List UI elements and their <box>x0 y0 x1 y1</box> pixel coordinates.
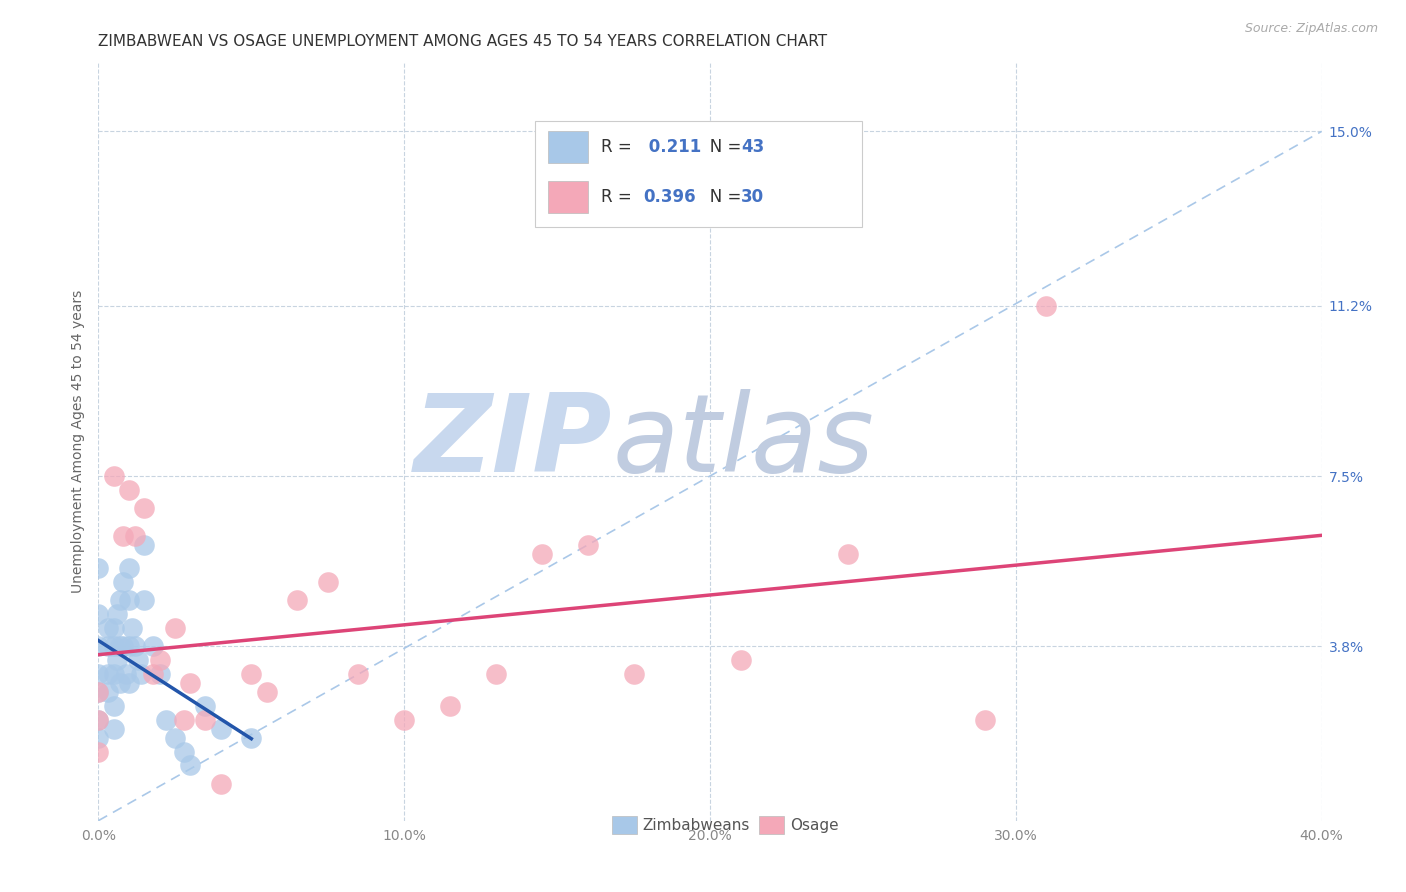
Point <box>87 731 110 745</box>
Point <box>179 758 201 772</box>
Point <box>105 607 128 621</box>
Text: 0.211: 0.211 <box>643 138 702 156</box>
Point <box>103 469 125 483</box>
Point <box>97 666 120 681</box>
Point <box>118 561 141 575</box>
Point <box>530 547 553 561</box>
Point <box>111 529 134 543</box>
Point <box>163 731 186 745</box>
Point <box>118 675 141 690</box>
Point <box>87 639 110 653</box>
Point <box>163 621 186 635</box>
Point <box>103 666 125 681</box>
Point <box>240 666 263 681</box>
Point <box>97 621 120 635</box>
Point <box>209 777 232 791</box>
Point <box>142 666 165 681</box>
Text: Osage: Osage <box>790 818 838 832</box>
Point <box>129 666 152 681</box>
Point <box>347 666 370 681</box>
Point <box>111 639 134 653</box>
Point <box>111 574 134 589</box>
Point <box>118 483 141 497</box>
Point <box>1035 299 1057 313</box>
Text: N =: N = <box>693 188 747 206</box>
Point <box>108 675 131 690</box>
Text: ZIMBABWEAN VS OSAGE UNEMPLOYMENT AMONG AGES 45 TO 54 YEARS CORRELATION CHART: ZIMBABWEAN VS OSAGE UNEMPLOYMENT AMONG A… <box>98 34 828 49</box>
Point <box>730 653 752 667</box>
Point <box>87 685 110 699</box>
Point <box>134 501 156 516</box>
Point <box>103 639 125 653</box>
Text: atlas: atlas <box>612 389 875 494</box>
Text: 30: 30 <box>741 188 765 206</box>
Point <box>87 685 110 699</box>
Point <box>209 722 232 736</box>
Point <box>173 713 195 727</box>
Point <box>87 561 110 575</box>
Point <box>124 639 146 653</box>
Point <box>194 713 217 727</box>
Point <box>179 675 201 690</box>
Point <box>97 639 120 653</box>
Point <box>134 593 156 607</box>
Point <box>149 666 172 681</box>
Point <box>974 713 997 727</box>
Point <box>392 713 416 727</box>
Y-axis label: Unemployment Among Ages 45 to 54 years: Unemployment Among Ages 45 to 54 years <box>70 290 84 593</box>
Text: 43: 43 <box>741 138 765 156</box>
Point <box>87 713 110 727</box>
Point <box>87 713 110 727</box>
Point <box>155 713 177 727</box>
Point <box>576 538 599 552</box>
Point <box>87 607 110 621</box>
Point <box>108 639 131 653</box>
Point <box>142 639 165 653</box>
Point <box>118 639 141 653</box>
Point <box>173 745 195 759</box>
Text: 0.396: 0.396 <box>643 188 696 206</box>
Point <box>105 653 128 667</box>
Point <box>149 653 172 667</box>
Point <box>118 593 141 607</box>
Point <box>485 666 508 681</box>
Point <box>115 666 138 681</box>
Point <box>127 653 149 667</box>
Point <box>87 666 110 681</box>
Point <box>108 593 131 607</box>
Point <box>837 547 859 561</box>
Point <box>103 621 125 635</box>
Point <box>623 666 645 681</box>
Point <box>121 621 143 635</box>
Text: R =: R = <box>600 188 637 206</box>
Point <box>124 529 146 543</box>
Text: R =: R = <box>600 138 637 156</box>
Point <box>97 685 120 699</box>
Point <box>256 685 278 699</box>
Point <box>134 538 156 552</box>
Point <box>285 593 308 607</box>
Point <box>439 698 461 713</box>
Point <box>103 698 125 713</box>
Text: N =: N = <box>693 138 747 156</box>
Point <box>240 731 263 745</box>
Point <box>316 574 339 589</box>
Point <box>194 698 217 713</box>
Text: Source: ZipAtlas.com: Source: ZipAtlas.com <box>1244 22 1378 36</box>
Point <box>87 745 110 759</box>
Text: Zimbabweans: Zimbabweans <box>643 818 749 832</box>
Text: ZIP: ZIP <box>413 389 612 494</box>
Point <box>103 722 125 736</box>
